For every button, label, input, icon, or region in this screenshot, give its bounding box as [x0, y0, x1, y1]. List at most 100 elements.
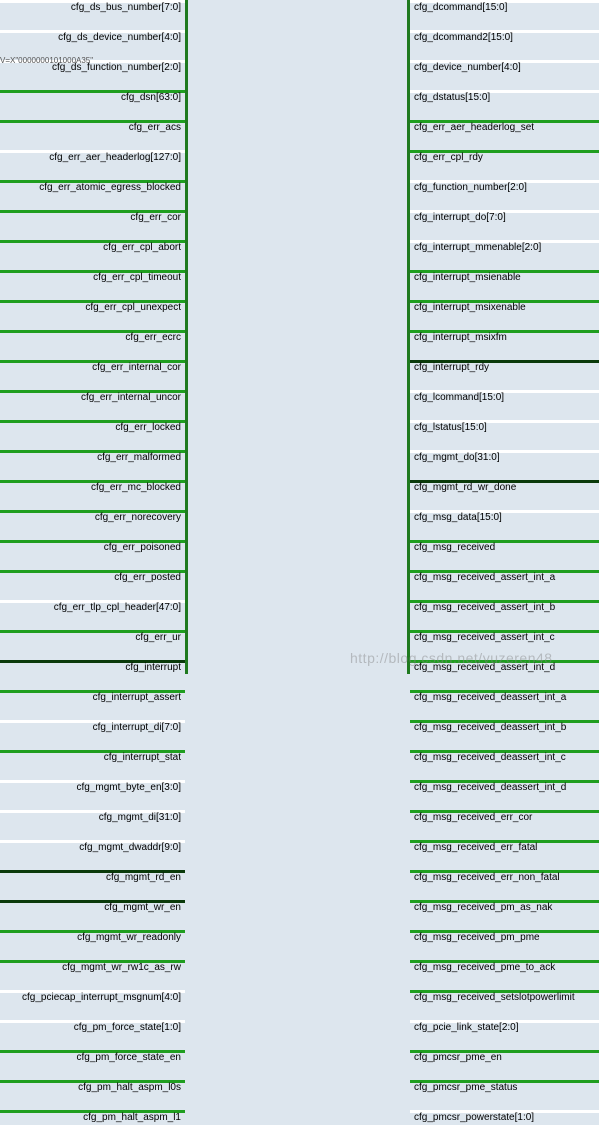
port-row: cfg_interrupt_mmenable[2:0]	[410, 240, 599, 255]
port-label: cfg_msg_data[15:0]	[410, 510, 599, 525]
port-label: cfg_pmcsr_pme_status	[410, 1080, 599, 1095]
port-label: cfg_err_internal_cor	[0, 360, 185, 375]
port-row: cfg_msg_received_deassert_int_d	[410, 780, 599, 795]
port-label: cfg_interrupt_assert	[0, 690, 185, 705]
port-row: cfg_pm_halt_aspm_l1	[0, 1110, 185, 1125]
port-row: cfg_interrupt_msixenable	[410, 300, 599, 315]
port-row: cfg_mgmt_dwaddr[9:0]	[0, 840, 185, 855]
port-row: cfg_interrupt	[0, 660, 185, 675]
port-row: cfg_err_norecovery	[0, 510, 185, 525]
port-label: cfg_mgmt_rd_en	[0, 870, 185, 885]
port-label: cfg_msg_received_assert_int_c	[410, 630, 599, 645]
port-label: cfg_lstatus[15:0]	[410, 420, 599, 435]
port-row: cfg_err_ur	[0, 630, 185, 645]
port-label: cfg_msg_received_deassert_int_c	[410, 750, 599, 765]
port-row: cfg_err_aer_headerlog_set	[410, 120, 599, 135]
port-label: cfg_err_ur	[0, 630, 185, 645]
port-label: cfg_msg_received_setslotpowerlimit	[410, 990, 599, 1005]
port-row: cfg_msg_received_err_fatal	[410, 840, 599, 855]
port-row: cfg_err_aer_headerlog[127:0]	[0, 150, 185, 165]
port-label: cfg_err_cpl_timeout	[0, 270, 185, 285]
port-label: cfg_interrupt_stat	[0, 750, 185, 765]
port-label: cfg_mgmt_wr_en	[0, 900, 185, 915]
port-row: cfg_err_internal_uncor	[0, 390, 185, 405]
port-label: cfg_dcommand[15:0]	[410, 0, 599, 15]
port-row: cfg_msg_received_err_non_fatal	[410, 870, 599, 885]
port-row: cfg_pcie_link_state[2:0]	[410, 1020, 599, 1035]
port-label: cfg_err_cpl_abort	[0, 240, 185, 255]
port-label: cfg_err_cpl_rdy	[410, 150, 599, 165]
port-label: cfg_interrupt_do[7:0]	[410, 210, 599, 225]
port-label: cfg_err_ecrc	[0, 330, 185, 345]
port-label: cfg_ds_bus_number[7:0]	[0, 0, 185, 15]
port-label: cfg_pm_halt_aspm_l0s	[0, 1080, 185, 1095]
port-row: cfg_pciecap_interrupt_msgnum[4:0]	[0, 990, 185, 1005]
port-row: cfg_err_cpl_rdy	[410, 150, 599, 165]
port-label: cfg_err_aer_headerlog[127:0]	[0, 150, 185, 165]
port-row: cfg_interrupt_rdy	[410, 360, 599, 375]
port-row: cfg_msg_data[15:0]	[410, 510, 599, 525]
left-port-column: cfg_ds_bus_number[7:0]cfg_ds_device_numb…	[0, 0, 185, 570]
port-row: cfg_pm_force_state_en	[0, 1050, 185, 1065]
port-label: cfg_interrupt_msixfm	[410, 330, 599, 345]
port-label: cfg_err_cpl_unexpect	[0, 300, 185, 315]
port-row: cfg_mgmt_rd_wr_done	[410, 480, 599, 495]
port-row: cfg_mgmt_byte_en[3:0]	[0, 780, 185, 795]
port-row: cfg_dcommand[15:0]	[410, 0, 599, 15]
port-row: cfg_msg_received_pme_to_ack	[410, 960, 599, 975]
port-row: cfg_err_acs	[0, 120, 185, 135]
watermark-text: http://blog.csdn.net/yuzeren48	[350, 650, 553, 666]
port-label: cfg_dsn[63:0]	[0, 90, 185, 105]
port-row: cfg_interrupt_do[7:0]	[410, 210, 599, 225]
port-label: cfg_err_locked	[0, 420, 185, 435]
port-row: cfg_msg_received_assert_int_c	[410, 630, 599, 645]
port-label: cfg_interrupt_rdy	[410, 360, 599, 375]
port-label: cfg_err_poisoned	[0, 540, 185, 555]
port-label: cfg_msg_received_pm_as_nak	[410, 900, 599, 915]
port-label: cfg_msg_received_assert_int_b	[410, 600, 599, 615]
port-row: cfg_lstatus[15:0]	[410, 420, 599, 435]
port-row: cfg_interrupt_stat	[0, 750, 185, 765]
port-label: cfg_err_cor	[0, 210, 185, 225]
port-label: cfg_mgmt_byte_en[3:0]	[0, 780, 185, 795]
port-label: cfg_interrupt	[0, 660, 185, 675]
port-row: cfg_mgmt_wr_rw1c_as_rw	[0, 960, 185, 975]
port-label: cfg_pm_halt_aspm_l1	[0, 1110, 185, 1125]
port-label: cfg_err_tlp_cpl_header[47:0]	[0, 600, 185, 615]
port-row: cfg_interrupt_msixfm	[410, 330, 599, 345]
port-row: cfg_msg_received_pm_pme	[410, 930, 599, 945]
port-row: cfg_err_cpl_unexpect	[0, 300, 185, 315]
port-row: cfg_err_malformed	[0, 450, 185, 465]
port-row: cfg_interrupt_assert	[0, 690, 185, 705]
port-label: cfg_interrupt_mmenable[2:0]	[410, 240, 599, 255]
port-label: cfg_err_mc_blocked	[0, 480, 185, 495]
port-label: cfg_err_acs	[0, 120, 185, 135]
port-row: cfg_err_poisoned	[0, 540, 185, 555]
port-row: cfg_err_internal_cor	[0, 360, 185, 375]
port-row: cfg_pmcsr_powerstate[1:0]	[410, 1110, 599, 1125]
port-label: cfg_msg_received_deassert_int_d	[410, 780, 599, 795]
port-label: cfg_msg_received_err_fatal	[410, 840, 599, 855]
port-row: cfg_msg_received	[410, 540, 599, 555]
port-row: cfg_pm_halt_aspm_l0s	[0, 1080, 185, 1095]
port-row: cfg_interrupt_msienable	[410, 270, 599, 285]
port-row: cfg_msg_received_deassert_int_a	[410, 690, 599, 705]
port-row: cfg_err_mc_blocked	[0, 480, 185, 495]
port-label: cfg_err_aer_headerlog_set	[410, 120, 599, 135]
port-label: cfg_err_atomic_egress_blocked	[0, 180, 185, 195]
port-label: cfg_err_norecovery	[0, 510, 185, 525]
port-row: cfg_msg_received_deassert_int_b	[410, 720, 599, 735]
port-label: cfg_err_malformed	[0, 450, 185, 465]
port-label: cfg_lcommand[15:0]	[410, 390, 599, 405]
port-label: cfg_msg_received_pme_to_ack	[410, 960, 599, 975]
port-row: cfg_ds_bus_number[7:0]	[0, 0, 185, 15]
port-label: cfg_mgmt_di[31:0]	[0, 810, 185, 825]
port-label: cfg_dstatus[15:0]	[410, 90, 599, 105]
port-row: cfg_msg_received_deassert_int_c	[410, 750, 599, 765]
port-row: cfg_msg_received_setslotpowerlimit	[410, 990, 599, 1005]
port-label: cfg_pm_force_state[1:0]	[0, 1020, 185, 1035]
port-label: cfg_dcommand2[15:0]	[410, 30, 599, 45]
port-row: cfg_err_tlp_cpl_header[47:0]	[0, 600, 185, 615]
port-row: cfg_mgmt_wr_en	[0, 900, 185, 915]
port-label: cfg_mgmt_rd_wr_done	[410, 480, 599, 495]
